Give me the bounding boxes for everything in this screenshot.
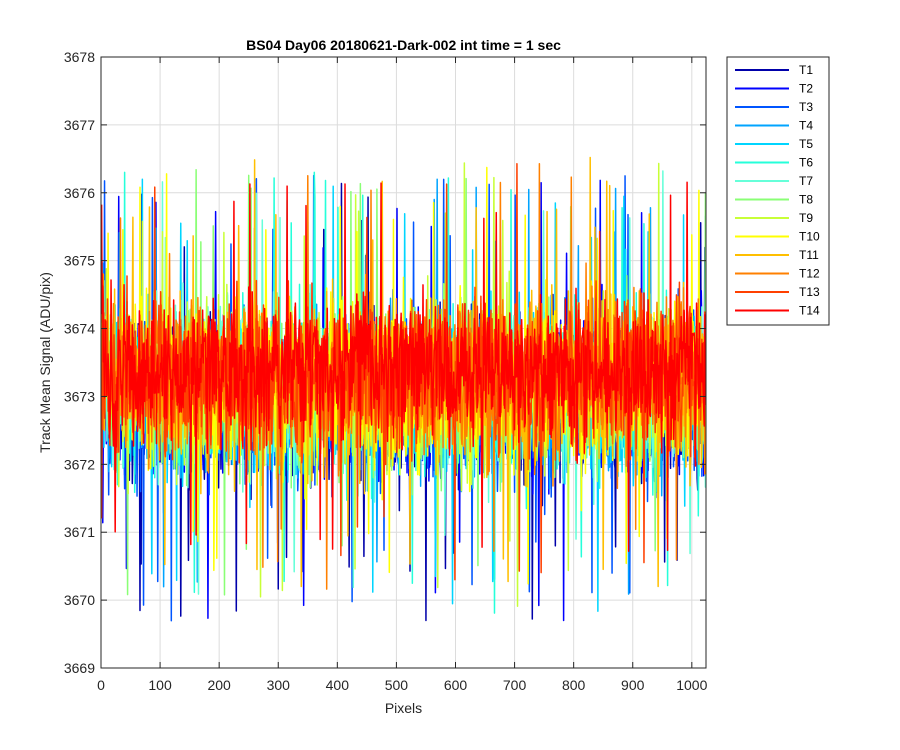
x-tick-label: 800 <box>562 677 586 693</box>
legend: T1 T2 T3 T4 T5 T6 T7 T8 T9 T10 T11 T12 T13 T14 <box>726 56 830 326</box>
legend-label: T6 <box>799 156 813 170</box>
y-tick-label: 3676 <box>64 185 95 201</box>
legend-label: T5 <box>799 137 813 151</box>
legend-box <box>726 56 830 326</box>
x-tick-label: 900 <box>621 677 645 693</box>
legend-label: T10 <box>799 230 820 244</box>
x-tick-label: 300 <box>267 677 291 693</box>
x-tick-label: 600 <box>444 677 468 693</box>
legend-label: T9 <box>799 211 813 225</box>
legend-label: T12 <box>799 267 820 281</box>
axes-box <box>100 56 707 669</box>
series-line-t14 <box>101 181 706 553</box>
y-tick-label: 3671 <box>64 524 95 540</box>
series-group <box>101 156 706 622</box>
x-tick-label: 200 <box>207 677 231 693</box>
y-tick-label: 3670 <box>64 592 95 608</box>
legend-label: T2 <box>799 82 813 96</box>
y-axis-label: Track Mean Signal (ADU/pix) <box>37 272 53 453</box>
y-tick-label: 3675 <box>64 253 95 269</box>
legend-label: T3 <box>799 100 813 114</box>
x-tick-label: 400 <box>326 677 350 693</box>
x-tick-label: 1000 <box>676 677 707 693</box>
y-ticks: 3669 3670 3671 3672 3673 3674 3675 3676 3677 3678 <box>64 49 706 676</box>
legend-label: T7 <box>799 174 813 188</box>
legend-label: T8 <box>799 193 813 207</box>
y-tick-label: 3673 <box>64 388 95 404</box>
legend-label: T1 <box>799 63 813 77</box>
chart-title: BS04 Day06 20180621-Dark-002 int time = … <box>246 37 561 53</box>
legend-label: T14 <box>799 304 820 318</box>
y-tick-label: 3674 <box>64 321 95 337</box>
y-tick-label: 3677 <box>64 117 95 133</box>
x-ticks: 0 100 200 300 400 500 600 700 800 900 1000 <box>97 57 708 693</box>
x-axis-label: Pixels <box>385 700 422 716</box>
y-tick-label: 3678 <box>64 49 95 65</box>
legend-label: T11 <box>799 248 819 262</box>
legend-label: T13 <box>799 285 820 299</box>
x-tick-label: 100 <box>148 677 172 693</box>
y-tick-label: 3669 <box>64 660 95 676</box>
x-tick-label: 700 <box>503 677 527 693</box>
legend-label: T4 <box>799 119 813 133</box>
y-tick-label: 3672 <box>64 456 95 472</box>
x-tick-label: 0 <box>97 677 105 693</box>
x-tick-label: 500 <box>385 677 409 693</box>
